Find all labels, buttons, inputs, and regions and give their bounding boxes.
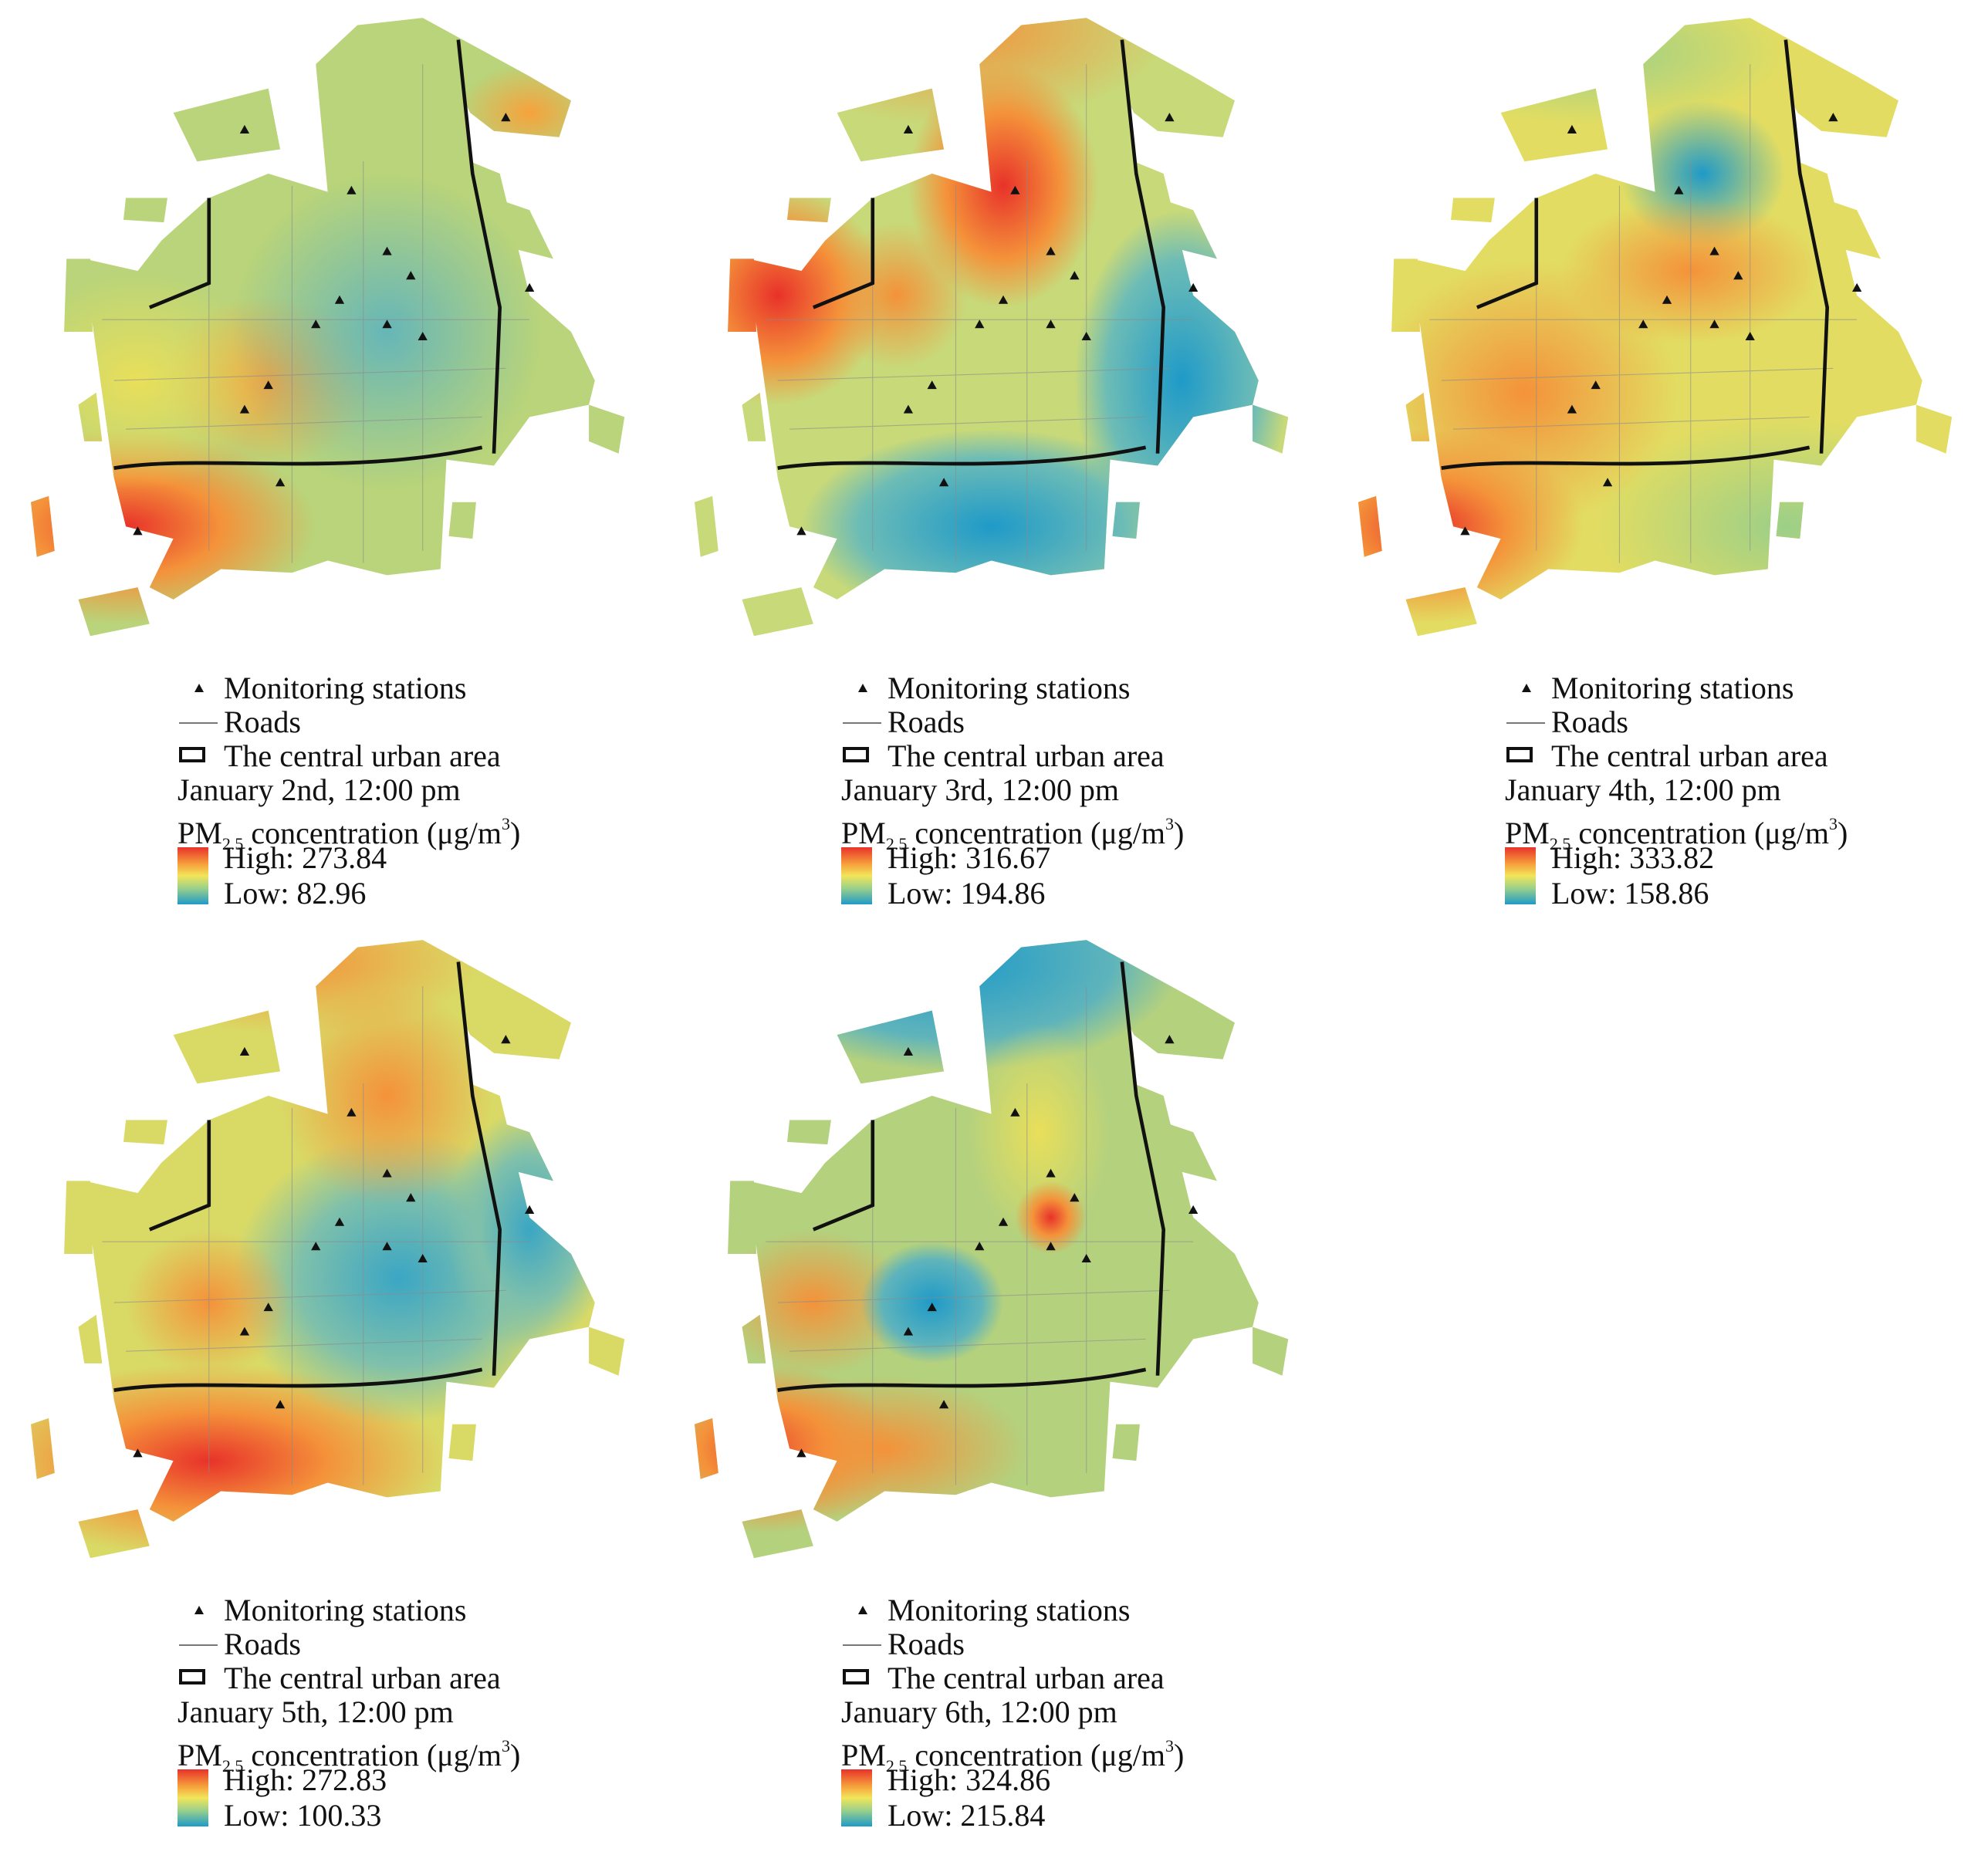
legend-roads-label: Roads xyxy=(888,1627,965,1661)
concentration-title: PM2.5 concentration (μg/m3) xyxy=(178,1736,521,1776)
road-line-icon xyxy=(841,1627,888,1661)
legend-high-value: High: 272.83 xyxy=(224,1762,387,1797)
map-date: January 2nd, 12:00 pm xyxy=(178,772,461,807)
map-date: January 6th, 12:00 pm xyxy=(841,1695,1117,1729)
legend-roads-label: Roads xyxy=(1551,705,1628,739)
triangle-icon xyxy=(178,671,224,705)
triangle-icon xyxy=(178,1593,224,1627)
legend-roads-label: Roads xyxy=(224,705,301,739)
legend-stations-label: Monitoring stations xyxy=(888,671,1131,705)
map-date: January 3rd, 12:00 pm xyxy=(841,772,1119,807)
triangle-icon xyxy=(841,1593,888,1627)
legend-low-value: Low: 100.33 xyxy=(224,1798,382,1833)
legend-high-value: High: 324.86 xyxy=(888,1762,1051,1797)
road-line-icon xyxy=(841,705,888,739)
legend-high-value: High: 316.67 xyxy=(888,840,1051,875)
color-ramp xyxy=(178,847,208,904)
triangle-icon xyxy=(1505,671,1551,705)
legend-roads-label: Roads xyxy=(224,1627,301,1661)
concentration-title: PM2.5 concentration (μg/m3) xyxy=(1505,814,1848,853)
boundary-box-icon xyxy=(841,1661,888,1695)
legend-high-value: High: 333.82 xyxy=(1551,840,1715,875)
color-ramp xyxy=(841,1769,872,1826)
legend-roads-label: Roads xyxy=(888,705,965,739)
map-panel-jan-5: Monitoring stations Roads The central ur… xyxy=(31,938,648,1864)
map-panel-jan-4: Monitoring stations Roads The central ur… xyxy=(1358,15,1976,941)
interpolation-map xyxy=(31,938,648,1570)
interpolation-map xyxy=(31,15,648,648)
map-date: January 5th, 12:00 pm xyxy=(178,1695,454,1729)
legend-high-value: High: 273.84 xyxy=(224,840,387,875)
interpolation-map xyxy=(695,938,1312,1570)
legend-low-value: Low: 82.96 xyxy=(224,876,367,911)
legend-area-label: The central urban area xyxy=(888,738,1165,773)
boundary-box-icon xyxy=(178,1661,224,1695)
boundary-box-icon xyxy=(841,739,888,773)
triangle-icon xyxy=(841,671,888,705)
map-legend: Monitoring stations Roads The central ur… xyxy=(178,671,641,911)
legend-low-value: Low: 158.86 xyxy=(1551,876,1709,911)
boundary-box-icon xyxy=(1505,739,1551,773)
concentration-title: PM2.5 concentration (μg/m3) xyxy=(178,814,521,853)
map-legend: Monitoring stations Roads The central ur… xyxy=(841,671,1304,911)
legend-area-label: The central urban area xyxy=(224,1661,501,1695)
road-line-icon xyxy=(178,705,224,739)
legend-stations-label: Monitoring stations xyxy=(888,1593,1131,1627)
road-line-icon xyxy=(178,1627,224,1661)
map-panel-jan-3: Monitoring stations Roads The central ur… xyxy=(695,15,1312,941)
concentration-title: PM2.5 concentration (μg/m3) xyxy=(841,814,1185,853)
legend-low-value: Low: 194.86 xyxy=(888,876,1046,911)
color-ramp xyxy=(178,1769,208,1826)
map-panel-jan-2: Monitoring stations Roads The central ur… xyxy=(31,15,648,941)
legend-low-value: Low: 215.84 xyxy=(888,1798,1046,1833)
legend-stations-label: Monitoring stations xyxy=(1551,671,1794,705)
map-legend: Monitoring stations Roads The central ur… xyxy=(1505,671,1968,911)
map-legend: Monitoring stations Roads The central ur… xyxy=(178,1593,641,1833)
legend-area-label: The central urban area xyxy=(224,738,501,773)
legend-area-label: The central urban area xyxy=(888,1661,1165,1695)
boundary-box-icon xyxy=(178,739,224,773)
map-date: January 4th, 12:00 pm xyxy=(1505,772,1781,807)
road-line-icon xyxy=(1505,705,1551,739)
color-ramp xyxy=(1505,847,1536,904)
map-legend: Monitoring stations Roads The central ur… xyxy=(841,1593,1304,1833)
concentration-title: PM2.5 concentration (μg/m3) xyxy=(841,1736,1185,1776)
interpolation-map xyxy=(695,15,1312,648)
legend-area-label: The central urban area xyxy=(1551,738,1828,773)
map-panel-jan-6: Monitoring stations Roads The central ur… xyxy=(695,938,1312,1864)
legend-stations-label: Monitoring stations xyxy=(224,1593,467,1627)
color-ramp xyxy=(841,847,872,904)
legend-stations-label: Monitoring stations xyxy=(224,671,467,705)
interpolation-map xyxy=(1358,15,1976,648)
